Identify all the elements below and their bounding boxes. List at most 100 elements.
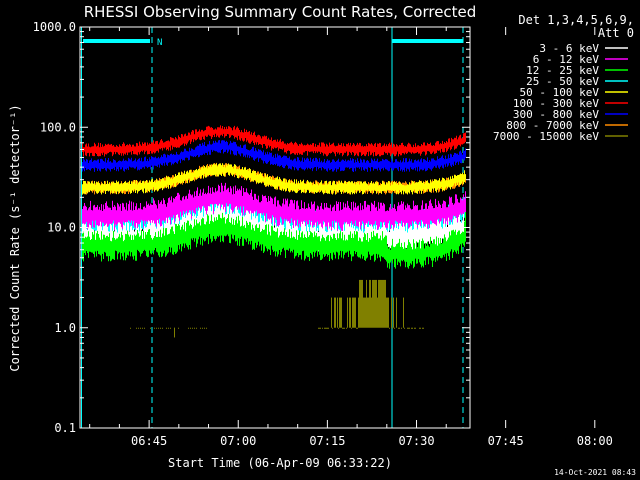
series-7000-15000-kev xyxy=(130,279,424,338)
series-point xyxy=(383,279,384,328)
series-point xyxy=(351,327,352,329)
series-point xyxy=(170,327,171,329)
series-point xyxy=(331,297,332,328)
legend-label: 300 - 800 keV xyxy=(513,108,599,121)
series-point xyxy=(328,327,329,329)
series-point xyxy=(188,327,189,329)
series-300-800-kev xyxy=(82,140,466,173)
series-point xyxy=(378,279,379,328)
series-point xyxy=(324,327,325,329)
series-point xyxy=(358,297,359,328)
series-100-300-kev xyxy=(82,125,466,157)
series-point xyxy=(375,279,376,328)
series-point xyxy=(168,327,169,329)
series-point xyxy=(190,327,191,329)
series-point xyxy=(150,327,151,329)
series-point xyxy=(404,327,405,329)
axes: 1000.0 100.0 10.0 1.0 0.1 06:45 07:00 07:15 07:3… xyxy=(33,20,613,448)
series-point xyxy=(200,327,201,329)
series-point xyxy=(354,297,355,328)
series-point xyxy=(140,327,141,329)
series-point xyxy=(364,297,365,328)
series-point xyxy=(322,327,323,329)
series-point xyxy=(372,279,373,328)
series-point xyxy=(340,297,341,328)
series-point xyxy=(156,327,157,329)
series-point xyxy=(414,327,415,329)
legend-label: 100 - 300 keV xyxy=(513,97,599,110)
series-point xyxy=(196,327,197,329)
series-point xyxy=(343,327,344,329)
series-point xyxy=(194,327,195,329)
series-point xyxy=(370,279,371,328)
legend-label: 25 - 50 keV xyxy=(526,75,599,88)
series-point xyxy=(408,327,409,329)
series-point xyxy=(371,297,372,328)
series-point xyxy=(352,297,353,328)
series-point xyxy=(411,327,412,329)
series-point xyxy=(130,327,131,329)
series-point xyxy=(394,327,395,329)
series-point xyxy=(353,297,354,328)
series-point xyxy=(374,279,375,328)
series-point xyxy=(422,327,423,329)
series-point xyxy=(356,327,357,329)
series-point xyxy=(368,297,369,328)
series-point xyxy=(357,327,358,329)
series-point xyxy=(401,327,402,329)
series-point xyxy=(206,327,207,329)
legend-label: 800 - 7000 keV xyxy=(506,119,599,132)
series-point xyxy=(338,327,339,329)
series-point xyxy=(360,279,361,328)
x-tick-label: 07:00 xyxy=(220,434,256,448)
series-point xyxy=(363,297,364,328)
series-point xyxy=(142,327,143,329)
series-point xyxy=(382,279,383,328)
series-point xyxy=(420,327,421,329)
series-point xyxy=(412,327,413,329)
series-point xyxy=(202,327,203,329)
series-point xyxy=(162,327,163,329)
series-point xyxy=(393,297,394,328)
series-point xyxy=(158,327,159,329)
series-point xyxy=(423,327,424,329)
series-point xyxy=(346,327,347,329)
series-point xyxy=(339,297,340,328)
series-point xyxy=(376,279,377,328)
series-point xyxy=(407,327,408,329)
series-point xyxy=(347,297,348,328)
series-point xyxy=(174,327,175,338)
series-point xyxy=(403,297,404,328)
series-point xyxy=(367,297,368,328)
series-point xyxy=(344,327,345,329)
series-point xyxy=(349,297,350,328)
footer-timestamp: 14-Oct-2021 08:43 xyxy=(554,468,636,477)
series-point xyxy=(369,279,370,328)
x-tick-label: 08:00 xyxy=(577,434,613,448)
series-point xyxy=(337,297,338,328)
legend-label: 7000 - 15000 keV xyxy=(493,130,599,143)
y-tick-label: 1.0 xyxy=(54,321,76,335)
chart-title: RHESSI Observing Summary Count Rates, Co… xyxy=(84,3,477,21)
series-point xyxy=(373,279,374,328)
series-point xyxy=(160,327,161,329)
series-point xyxy=(379,279,380,328)
y-tick-label: 10.0 xyxy=(47,221,76,235)
series-point xyxy=(136,327,137,329)
x-tick-label: 07:30 xyxy=(398,434,434,448)
series-point xyxy=(362,279,363,328)
y-tick-label: 1000.0 xyxy=(33,20,76,34)
series-point xyxy=(154,327,155,329)
x-tick-label: 06:45 xyxy=(131,434,167,448)
legend-label: 12 - 25 keV xyxy=(526,64,599,77)
x-axis-label: Start Time (06-Apr-09 06:33:22) xyxy=(168,456,392,470)
series-point xyxy=(355,297,356,328)
series-point xyxy=(384,279,385,328)
legend-label: 6 - 12 keV xyxy=(533,53,600,66)
series-point xyxy=(415,327,416,329)
y-axis-label: Corrected Count Rate (s⁻¹ detector⁻¹) xyxy=(8,104,22,371)
series-point xyxy=(341,297,342,328)
series-point xyxy=(388,297,389,328)
